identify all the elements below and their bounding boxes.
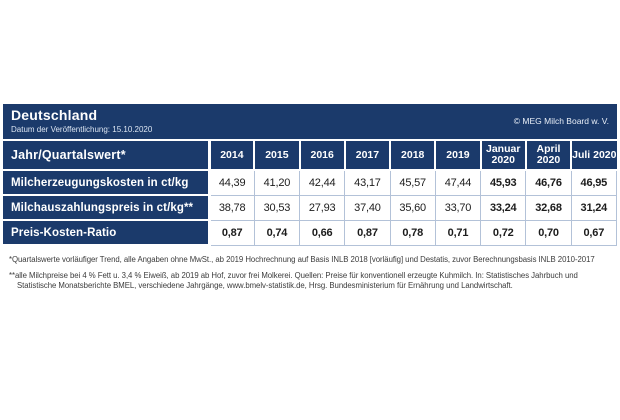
milk-price-table-card: Deutschland Datum der Veröffentlichung: … [3,104,618,292]
value-cell: 41,20 [253,169,301,196]
value-cell: 45,57 [389,169,436,196]
table-header-band: Deutschland Datum der Veröffentlichung: … [3,104,617,139]
column-header-2018: 2018 [389,141,436,171]
value-cell: 0,74 [253,219,301,246]
table-row-payout-price: Milchauszahlungspreis in ct/kg** 38,78 3… [3,194,618,221]
region-title: Deutschland [11,107,98,123]
value-cell: 43,17 [344,169,391,196]
header-left-block: Deutschland Datum der Veröffentlichung: … [11,107,152,139]
column-header-2019: 2019 [434,141,481,171]
value-cell: 32,68 [525,194,572,221]
value-cell: 31,24 [570,194,618,221]
value-cell: 0,70 [525,219,572,246]
value-cell: 0,72 [480,219,527,246]
row-label: Milchauszahlungspreis in ct/kg** [3,194,211,221]
row-label: Preis-Kosten-Ratio [3,219,211,246]
column-header-april-2020: April 2020 [524,141,572,171]
value-cell: 0,87 [344,219,391,246]
value-cell: 30,53 [253,194,301,221]
value-cell: 42,44 [299,169,346,196]
column-header-2014: 2014 [207,141,255,171]
value-cell: 27,93 [299,194,346,221]
footnote-milchpreise: **alle Milchpreise bei 4 % Fett u. 3,4 %… [9,270,578,291]
value-cell: 45,93 [480,169,527,196]
value-cell: 0,71 [434,219,482,246]
column-header-januar-2020: Januar 2020 [479,141,526,171]
footnotes-block: *Quartalswerte vorläufiger Trend, alle A… [3,255,617,292]
corner-header: Jahr/Quartalswert* [3,141,211,171]
value-cell: 46,95 [570,169,618,196]
value-cell: 0,66 [299,219,346,246]
column-header-2017: 2017 [343,141,391,171]
value-cell: 47,44 [434,169,482,196]
copyright-note: © MEG Milch Board w. V. [513,116,609,126]
table-row-price-cost-ratio: Preis-Kosten-Ratio 0,87 0,74 0,66 0,87 0… [3,219,618,246]
column-header-2016: 2016 [298,141,345,171]
value-cell: 44,39 [208,169,255,196]
column-header-2015: 2015 [253,141,300,171]
table-row-production-costs: Milcherzeugungskosten in ct/kg 44,39 41,… [3,169,618,196]
publication-date: Datum der Veröffentlichung: 15.10.2020 [11,125,153,134]
value-cell: 35,60 [389,194,436,221]
footnote-quartalswerte: *Quartalswerte vorläufiger Trend, alle A… [9,255,595,264]
table-header-row: Jahr/Quartalswert* 2014 2015 2016 2017 2… [3,141,617,171]
row-label: Milcherzeugungskosten in ct/kg [3,169,211,196]
value-cell: 33,70 [434,194,482,221]
price-cost-table: Jahr/Quartalswert* 2014 2015 2016 2017 2… [3,141,618,246]
value-cell: 46,76 [525,169,572,196]
value-cell: 38,78 [208,194,255,221]
value-cell: 33,24 [480,194,527,221]
value-cell: 0,87 [208,219,255,246]
value-cell: 0,67 [570,219,618,246]
value-cell: 37,40 [344,194,391,221]
value-cell: 0,78 [389,219,436,246]
column-header-juli-2020: Juli 2020 [570,141,617,171]
